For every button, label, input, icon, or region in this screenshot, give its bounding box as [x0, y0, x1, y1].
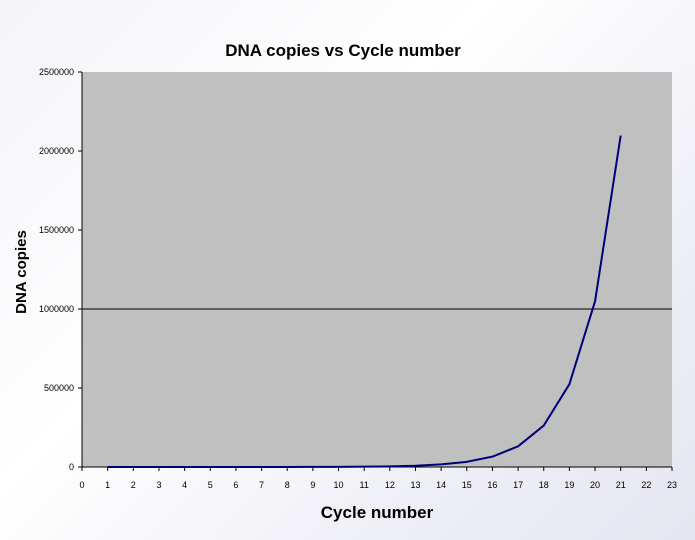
- x-tick-label: 0: [79, 480, 84, 490]
- x-tick-label: 16: [487, 480, 497, 490]
- x-tick-label: 18: [539, 480, 549, 490]
- x-tick-label: 6: [233, 480, 238, 490]
- x-tick-label: 22: [641, 480, 651, 490]
- x-tick-label: 7: [259, 480, 264, 490]
- x-tick-label: 19: [564, 480, 574, 490]
- x-tick-label: 15: [462, 480, 472, 490]
- x-tick-label: 10: [334, 480, 344, 490]
- x-tick-label: 5: [208, 480, 213, 490]
- y-tick-label: 2000000: [39, 146, 74, 156]
- x-tick-label: 17: [513, 480, 523, 490]
- y-tick-label: 500000: [44, 383, 74, 393]
- series-line: [107, 135, 622, 468]
- x-tick-label: 12: [385, 480, 395, 490]
- x-tick-label: 21: [616, 480, 626, 490]
- x-tick-label: 14: [436, 480, 446, 490]
- x-tick-label: 1: [105, 480, 110, 490]
- x-tick-label: 13: [410, 480, 420, 490]
- y-axis-label: DNA copies: [13, 230, 30, 314]
- x-tick-label: 11: [360, 480, 369, 490]
- x-tick-label: 3: [156, 480, 161, 490]
- x-tick-label: 2: [131, 480, 136, 490]
- y-tick-label: 1000000: [39, 304, 74, 314]
- y-tick-label: 1500000: [39, 225, 74, 235]
- x-tick-label: 8: [285, 480, 290, 490]
- series-group: [107, 135, 622, 468]
- plot-area: [82, 72, 672, 467]
- chart-title: DNA copies vs Cycle number: [225, 41, 461, 60]
- x-axis-label: Cycle number: [321, 503, 434, 522]
- x-tick-label: 9: [310, 480, 315, 490]
- y-tick-label: 2500000: [39, 67, 74, 77]
- x-tick-label: 23: [667, 480, 677, 490]
- y-tick-label: 0: [69, 462, 74, 472]
- x-tick-label: 20: [590, 480, 600, 490]
- x-tick-label: 4: [182, 480, 187, 490]
